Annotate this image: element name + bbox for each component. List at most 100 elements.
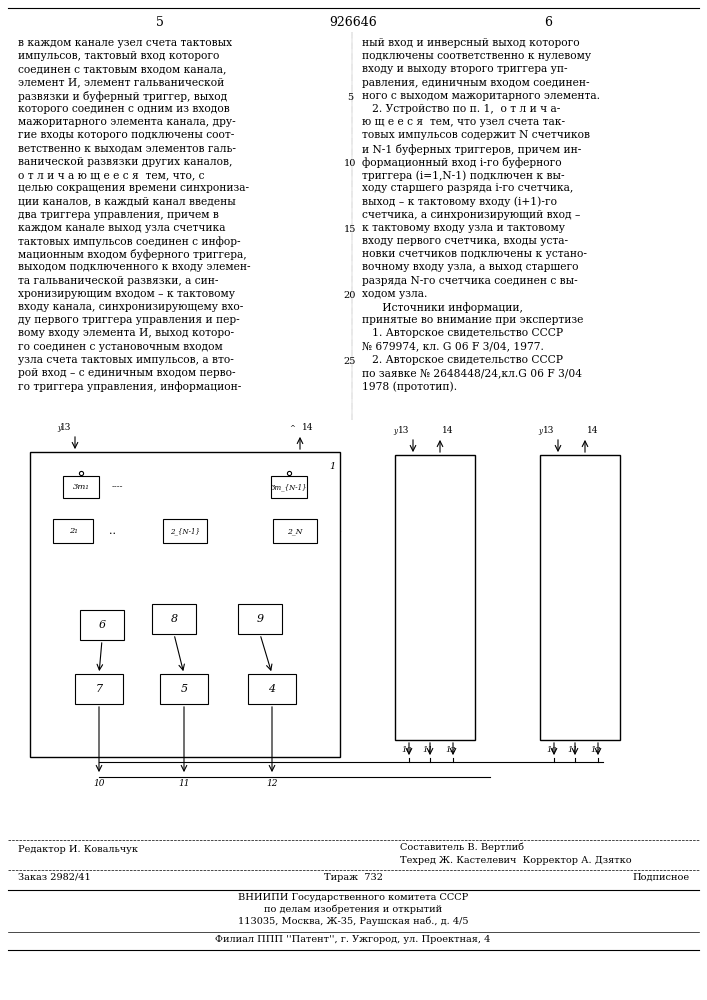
- Text: 5: 5: [347, 93, 353, 102]
- Text: ходу старшего разряда i-го счетчика,: ходу старшего разряда i-го счетчика,: [362, 183, 573, 193]
- Text: 13: 13: [398, 426, 409, 435]
- Text: вому входу элемента И, выход которо-: вому входу элемента И, выход которо-: [18, 328, 234, 338]
- Text: ВНИИПИ Государственного комитета СССР: ВНИИПИ Государственного комитета СССР: [238, 893, 468, 902]
- Text: 25: 25: [344, 357, 356, 366]
- Text: Редактор И. Ковальчук: Редактор И. Ковальчук: [18, 845, 138, 854]
- Text: ходом узла.: ходом узла.: [362, 289, 427, 299]
- Text: импульсов, тактовый вход которого: импульсов, тактовый вход которого: [18, 51, 219, 61]
- Text: 113035, Москва, Ж-35, Раушская наб., д. 4/5: 113035, Москва, Ж-35, Раушская наб., д. …: [238, 917, 468, 926]
- Text: целью сокращения времени синхрониза-: целью сокращения времени синхрониза-: [18, 183, 249, 193]
- Text: 14: 14: [443, 426, 454, 435]
- Text: выход – к тактовому входу (i+1)-го: выход – к тактовому входу (i+1)-го: [362, 196, 557, 207]
- Text: Источники информации,: Источники информации,: [362, 302, 523, 313]
- Text: рой вход – с единичным входом перво-: рой вход – с единичным входом перво-: [18, 368, 235, 378]
- Text: 14: 14: [588, 426, 599, 435]
- Text: о т л и ч а ю щ е е с я  тем, что, с: о т л и ч а ю щ е е с я тем, что, с: [18, 170, 204, 180]
- Text: 1. Авторское свидетельство СССР: 1. Авторское свидетельство СССР: [362, 328, 563, 338]
- Text: мажоритарного элемента канала, дру-: мажоритарного элемента канала, дру-: [18, 117, 235, 127]
- Bar: [238, 604, 282, 634]
- Text: Техред Ж. Кастелевич  Корректор А. Дзятко: Техред Ж. Кастелевич Корректор А. Дзятко: [400, 856, 631, 865]
- Text: 8: 8: [170, 614, 177, 624]
- Text: хронизирующим входом – к тактовому: хронизирующим входом – к тактовому: [18, 289, 235, 299]
- Text: ного с выходом мажоритарного элемента.: ного с выходом мажоритарного элемента.: [362, 91, 600, 101]
- Text: Подписное: Подписное: [633, 873, 690, 882]
- Text: 13: 13: [60, 423, 71, 432]
- Text: ----: ----: [111, 483, 123, 491]
- Text: элемент И, элемент гальванической: элемент И, элемент гальванической: [18, 78, 224, 88]
- Text: входу первого счетчика, входы уста-: входу первого счетчика, входы уста-: [362, 236, 568, 246]
- Text: формационный вход i-го буферного: формационный вход i-го буферного: [362, 157, 561, 168]
- Text: 15: 15: [344, 225, 356, 234]
- Text: y: y: [538, 427, 542, 435]
- Bar: [540, 455, 620, 740]
- Text: 11: 11: [178, 778, 189, 788]
- Text: 10: 10: [344, 159, 356, 168]
- Text: гие входы которого подключены соот-: гие входы которого подключены соот-: [18, 130, 235, 140]
- Text: каждом канале выход узла счетчика: каждом канале выход узла счетчика: [18, 223, 226, 233]
- Text: Филиал ППП ''Патент'', г. Ужгород, ул. Проектная, 4: Филиал ППП ''Патент'', г. Ужгород, ул. П…: [216, 935, 491, 944]
- Text: которого соединен с одним из входов: которого соединен с одним из входов: [18, 104, 230, 114]
- Text: ванической развязки других каналов,: ванической развязки других каналов,: [18, 157, 233, 167]
- Text: 10: 10: [93, 778, 105, 788]
- Text: 12: 12: [445, 746, 457, 754]
- Text: та гальванической развязки, а син-: та гальванической развязки, а син-: [18, 276, 218, 286]
- Text: 9: 9: [257, 614, 264, 624]
- Text: два триггера управления, причем в: два триггера управления, причем в: [18, 210, 219, 220]
- Bar: [30, 452, 340, 757]
- Text: го триггера управления, информацион-: го триггера управления, информацион-: [18, 381, 241, 392]
- Text: мационным входом буферного триггера,: мационным входом буферного триггера,: [18, 249, 247, 260]
- Text: триггера (i=1,N-1) подключен к вы-: триггера (i=1,N-1) подключен к вы-: [362, 170, 565, 181]
- Text: Заказ 2982/41: Заказ 2982/41: [18, 873, 90, 882]
- Bar: [271, 476, 307, 498]
- Text: 5: 5: [156, 15, 164, 28]
- Text: ю щ е е с я  тем, что узел счета так-: ю щ е е с я тем, что узел счета так-: [362, 117, 565, 127]
- Text: входу канала, синхронизирующему вхо-: входу канала, синхронизирующему вхо-: [18, 302, 243, 312]
- Text: 1: 1: [329, 462, 335, 471]
- Text: новки счетчиков подключены к устано-: новки счетчиков подключены к устано-: [362, 249, 587, 259]
- Text: по делам изобретения и открытий: по делам изобретения и открытий: [264, 905, 442, 914]
- Text: ду первого триггера управления и пер-: ду первого триггера управления и пер-: [18, 315, 240, 325]
- Text: разряда N-го счетчика соединен с вы-: разряда N-го счетчика соединен с вы-: [362, 276, 578, 286]
- Bar: [248, 674, 296, 704]
- Text: счетчика, а синхронизирующий вход –: счетчика, а синхронизирующий вход –: [362, 210, 580, 220]
- Text: к тактовому входу узла и тактовому: к тактовому входу узла и тактовому: [362, 223, 565, 233]
- Text: y: y: [393, 427, 397, 435]
- Text: входу и выходу второго триггера уп-: входу и выходу второго триггера уп-: [362, 64, 568, 74]
- Text: 11: 11: [568, 746, 578, 754]
- Bar: [273, 519, 317, 543]
- Text: Составитель В. Вертлиб: Составитель В. Вертлиб: [400, 843, 524, 852]
- Text: 6: 6: [544, 15, 552, 28]
- Text: 2. Авторское свидетельство СССР: 2. Авторское свидетельство СССР: [362, 355, 563, 365]
- Bar: [75, 674, 123, 704]
- Text: подключены соответственно к нулевому: подключены соответственно к нулевому: [362, 51, 591, 61]
- Text: 1978 (прототип).: 1978 (прототип).: [362, 381, 457, 392]
- Bar: [80, 610, 124, 640]
- Text: 4: 4: [269, 684, 276, 694]
- Text: го соединен с установочным входом: го соединен с установочным входом: [18, 342, 223, 352]
- Text: 3т₁: 3т₁: [73, 483, 89, 491]
- Text: в каждом канале узел счета тактовых: в каждом канале узел счета тактовых: [18, 38, 232, 48]
- Text: 12: 12: [590, 746, 602, 754]
- Bar: [395, 455, 475, 740]
- Text: 7: 7: [95, 684, 103, 694]
- Text: 5: 5: [180, 684, 187, 694]
- Text: 13: 13: [543, 426, 555, 435]
- Text: 2. Устройство по п. 1,  о т л и ч а-: 2. Устройство по п. 1, о т л и ч а-: [362, 104, 561, 114]
- Text: 12: 12: [267, 778, 278, 788]
- Text: y: y: [57, 424, 61, 432]
- Bar: [53, 519, 93, 543]
- Text: 2_{N-1}: 2_{N-1}: [170, 527, 200, 535]
- Text: 2₁: 2₁: [69, 527, 77, 535]
- Text: 14: 14: [303, 423, 314, 432]
- Bar: [163, 519, 207, 543]
- Text: узла счета тактовых импульсов, а вто-: узла счета тактовых импульсов, а вто-: [18, 355, 234, 365]
- Text: развязки и буферный триггер, выход: развязки и буферный триггер, выход: [18, 91, 227, 102]
- Text: равления, единичным входом соединен-: равления, единичным входом соединен-: [362, 78, 590, 88]
- Text: ции каналов, в каждый канал введены: ции каналов, в каждый канал введены: [18, 196, 235, 206]
- Bar: [160, 674, 208, 704]
- Bar: [63, 476, 99, 498]
- Text: выходом подключенного к входу элемен-: выходом подключенного к входу элемен-: [18, 262, 250, 272]
- Text: товых импульсов содержит N счетчиков: товых импульсов содержит N счетчиков: [362, 130, 590, 140]
- Text: Тираж  732: Тираж 732: [324, 873, 382, 882]
- Text: 10: 10: [402, 746, 412, 754]
